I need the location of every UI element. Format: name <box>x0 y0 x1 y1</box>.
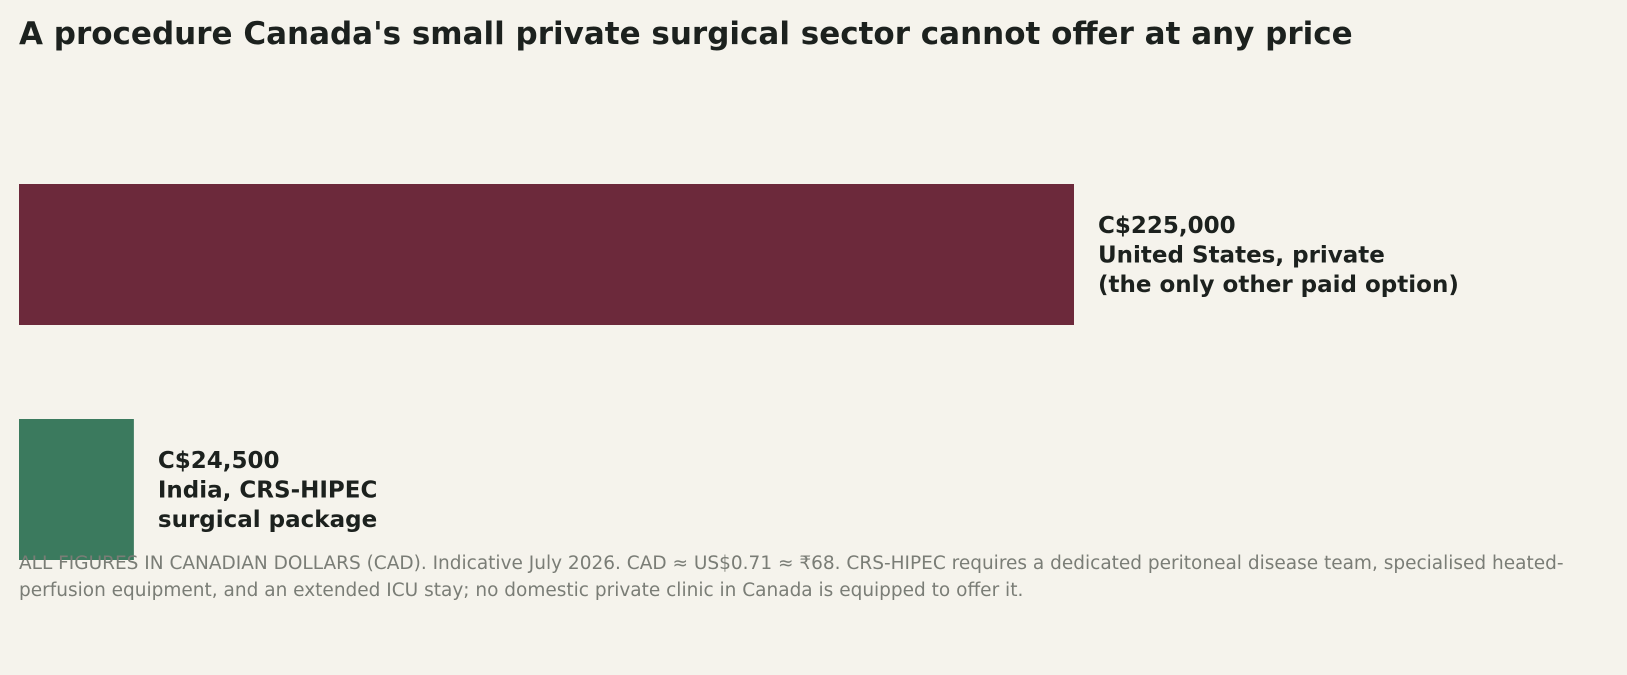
chart-footnote: ALL FIGURES IN CANADIAN DOLLARS (CAD). I… <box>19 553 1564 601</box>
bars-group <box>19 184 1074 560</box>
bar-category-label: United States, private <box>1098 243 1385 269</box>
bar-category-label: surgical package <box>158 507 377 533</box>
bar-category-label: India, CRS-HIPEC <box>158 478 378 504</box>
bar-value-label: C$225,000 <box>1098 213 1236 239</box>
bar-labels-group: C$225,000 United States, private (the only… <box>158 213 1459 533</box>
bar-label-2: C$24,500 India, CRS-HIPEC surgical package <box>158 448 378 533</box>
bar-value-label: C$24,500 <box>158 448 280 474</box>
chart-title: A procedure Canada's small private surgi… <box>19 16 1353 52</box>
bar-1 <box>19 184 1074 325</box>
bar-label-1: C$225,000 United States, private (the only… <box>1098 213 1459 298</box>
bar-2 <box>19 419 134 560</box>
bar-category-label: (the only other paid option) <box>1098 272 1459 298</box>
